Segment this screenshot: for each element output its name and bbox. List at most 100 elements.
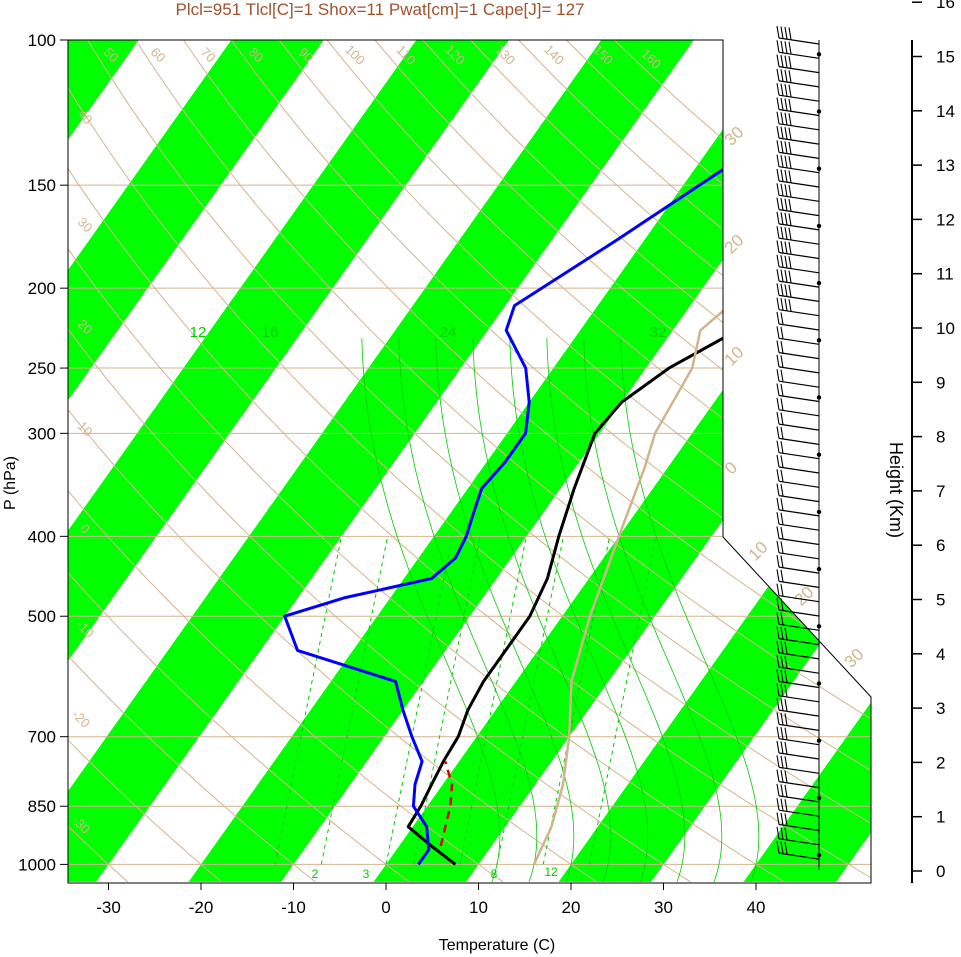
wind-barb-feather xyxy=(776,483,780,496)
temp-band xyxy=(558,40,871,882)
wind-barb-feather xyxy=(776,354,780,367)
dry-adiabat-label: 70 xyxy=(198,44,219,65)
wind-barb xyxy=(778,51,820,59)
wind-barb-feather xyxy=(776,841,780,854)
height-tick-label: 14 xyxy=(936,102,955,121)
wind-dot xyxy=(816,52,822,57)
moist-adiabat-label: 16 xyxy=(262,324,279,341)
wind-barb xyxy=(778,552,820,560)
wind-barb-feather xyxy=(780,155,784,168)
wind-barb-feather xyxy=(780,26,784,39)
dry-adiabat xyxy=(68,40,316,883)
dry-adiabat xyxy=(230,40,871,883)
p-tick-label: 100 xyxy=(28,31,56,50)
wind-barb-feather xyxy=(784,55,788,68)
dry-adiabat xyxy=(68,40,504,883)
wind-barb xyxy=(778,495,820,503)
wind-barb-feather xyxy=(776,683,780,696)
dry-adiabat-label: -20 xyxy=(69,707,93,731)
wind-barb-feather xyxy=(776,412,780,425)
wind-barb xyxy=(778,137,820,145)
wind-barb-feather xyxy=(780,455,784,468)
wind-barb xyxy=(778,723,820,731)
wind-barbs xyxy=(776,25,822,870)
mixing-ratio-label: 12 xyxy=(544,865,558,879)
wind-barb xyxy=(778,37,820,45)
wind-barb-feather xyxy=(780,541,784,554)
p-tick-label: 250 xyxy=(28,359,56,378)
mixing-ratio-label: 8 xyxy=(491,867,498,881)
wind-barb-feather xyxy=(776,97,780,110)
wind-barb-feather xyxy=(776,326,780,339)
wind-dot xyxy=(816,338,822,343)
moist-adiabat-label: 24 xyxy=(440,324,457,341)
wind-barb-feather xyxy=(780,140,784,153)
wind-barb-feather xyxy=(784,212,788,225)
wind-barb xyxy=(778,409,820,417)
wind-barb-feather xyxy=(784,98,788,111)
wind-barb-feather xyxy=(780,412,784,425)
temp-band xyxy=(68,40,351,882)
wind-barb xyxy=(778,80,820,88)
wind-barb xyxy=(778,795,820,803)
wind-barb-feather xyxy=(780,441,784,454)
wind-barb-feather xyxy=(776,383,780,396)
moist-adiabat-label: 12 xyxy=(190,324,207,341)
wind-barb-feather xyxy=(784,155,788,168)
wind-barb-feather xyxy=(788,227,792,240)
wind-barb xyxy=(778,394,820,403)
wind-barb-feather xyxy=(780,398,784,411)
wind-barb-feather xyxy=(788,56,792,69)
wind-barb-feather xyxy=(780,841,784,854)
wind-barb-feather xyxy=(780,383,784,397)
wind-dot xyxy=(816,395,822,400)
wind-barb-feather xyxy=(780,698,784,711)
mixing-ratio-label: 2 xyxy=(312,867,319,881)
x-tick-label: 30 xyxy=(654,898,673,917)
x-tick-label: -30 xyxy=(96,898,121,917)
wind-barb xyxy=(778,452,820,460)
wind-barb xyxy=(778,781,820,789)
wind-barb-feather xyxy=(780,426,784,439)
wind-barb-feather xyxy=(788,199,792,212)
wind-barb-feather xyxy=(784,169,788,183)
wind-barb-feather xyxy=(780,240,784,254)
wind-barb-feather xyxy=(780,669,784,683)
wind-barb-feather xyxy=(776,369,780,382)
wind-barb xyxy=(778,223,820,231)
isotherm-label: 10 xyxy=(745,538,772,565)
moist-adiabat xyxy=(361,338,501,883)
wind-barb-feather xyxy=(784,284,788,297)
x-tick-label: 0 xyxy=(381,898,390,917)
temp-band xyxy=(68,40,536,882)
height-tick-label: 1 xyxy=(936,808,945,827)
wind-barb-feather xyxy=(780,183,784,196)
wind-barb xyxy=(778,266,820,274)
dry-adiabat xyxy=(68,40,871,883)
wind-barb-feather xyxy=(776,126,780,139)
wind-barb xyxy=(778,180,820,188)
wind-barb-feather xyxy=(788,156,792,169)
moist-adiabats xyxy=(361,338,760,883)
wind-barb xyxy=(778,480,820,488)
wind-barb-feather xyxy=(780,355,784,368)
wind-barb xyxy=(778,537,820,546)
wind-barb-feather xyxy=(780,83,784,96)
wind-barb-feather xyxy=(776,454,780,468)
wind-barb-feather xyxy=(776,269,780,282)
wind-barb xyxy=(778,352,820,360)
wind-barb-feather xyxy=(776,526,780,539)
wind-barb-feather xyxy=(784,770,788,783)
wind-barb-feather xyxy=(784,713,788,726)
wind-barb-feather xyxy=(776,769,780,782)
wind-barb xyxy=(778,523,820,531)
wind-barb-feather xyxy=(784,799,788,812)
isotherm-label: 10 xyxy=(721,343,748,370)
wind-barb-feather xyxy=(780,169,784,182)
wind-barb-feather xyxy=(776,340,780,353)
wind-dot xyxy=(816,280,822,286)
wind-barb xyxy=(778,66,820,74)
wind-barb-feather xyxy=(776,111,780,124)
wind-barb xyxy=(778,108,820,117)
p-tick-label: 200 xyxy=(28,279,56,298)
